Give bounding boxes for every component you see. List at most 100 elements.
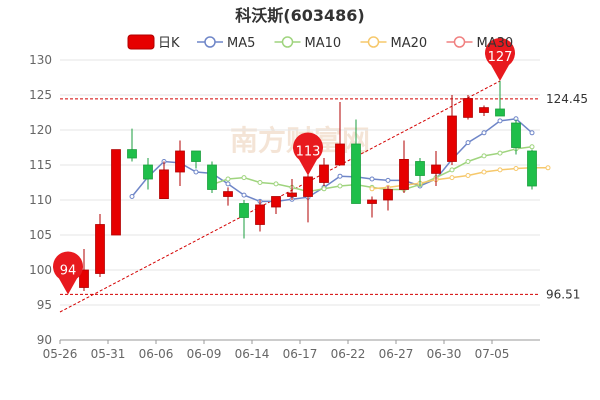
axes: 90 95 100 105 110 115 120 125 130 05-26 05-31 06-06… xyxy=(29,53,540,361)
price-marker: 113 xyxy=(293,132,324,176)
candle xyxy=(191,150,201,169)
x-tick-label: 07-05 xyxy=(475,347,510,361)
candle-body xyxy=(159,169,169,199)
marker-label: 94 xyxy=(60,264,77,279)
candle-body xyxy=(415,161,425,176)
marker-pin xyxy=(53,251,84,295)
ma-point-ma10 xyxy=(241,175,247,181)
y-tick-label: 105 xyxy=(29,228,52,242)
candle xyxy=(447,95,457,165)
x-tick-label: 05-26 xyxy=(43,347,78,361)
candle xyxy=(159,161,169,199)
candle-body xyxy=(335,143,345,166)
y-tick-label: 95 xyxy=(37,298,52,312)
legend-item: MA5 xyxy=(197,36,255,51)
x-tick-label: 06-17 xyxy=(283,347,318,361)
candle-body xyxy=(479,107,489,113)
candle xyxy=(431,151,441,186)
candle xyxy=(351,119,361,204)
legend-label: MA5 xyxy=(227,36,255,51)
candle xyxy=(239,200,249,239)
candle-body xyxy=(431,164,441,174)
legend-candle-icon xyxy=(127,34,155,50)
candle-body xyxy=(463,98,473,118)
candle-body xyxy=(143,164,153,180)
ma-point-ma20 xyxy=(369,186,375,192)
candle-body xyxy=(351,143,361,204)
legend-dot-icon xyxy=(453,36,466,48)
candle-body xyxy=(303,176,313,197)
x-tick-label: 06-22 xyxy=(331,347,366,361)
marker-label: 127 xyxy=(488,50,513,65)
ma-point-ma10 xyxy=(321,186,327,192)
candle-body xyxy=(207,164,217,190)
candle-body xyxy=(287,192,297,197)
ma-point-ma5 xyxy=(225,181,231,187)
x-tick-label: 06-14 xyxy=(235,347,270,361)
legend-label: MA20 xyxy=(391,36,428,51)
ma-point-ma5 xyxy=(337,173,343,179)
hline-label: 124.45 xyxy=(546,92,588,106)
candle-body xyxy=(319,164,329,183)
candle-body xyxy=(255,204,265,225)
ma-point-ma10 xyxy=(529,144,535,150)
y-tick-label: 120 xyxy=(29,123,52,137)
candle xyxy=(303,172,313,223)
ma-point-ma10 xyxy=(465,159,471,164)
markers: 94 113 127 xyxy=(53,38,516,295)
candle-body xyxy=(447,115,457,162)
candle xyxy=(287,179,297,200)
candle-body xyxy=(399,158,409,190)
legend-dot-icon xyxy=(281,36,294,48)
y-tick-label: 125 xyxy=(29,88,52,102)
candle xyxy=(527,149,537,190)
hline-label: 96.51 xyxy=(546,287,580,301)
y-tick-label: 130 xyxy=(29,53,52,67)
y-tick-label: 115 xyxy=(29,158,52,172)
candle xyxy=(95,214,105,277)
ma-point-ma10 xyxy=(337,183,343,189)
candle-body xyxy=(175,150,185,173)
x-tick-label: 06-30 xyxy=(427,347,462,361)
marker-pin xyxy=(485,38,516,81)
ma-point-ma5 xyxy=(369,176,375,182)
candle xyxy=(175,140,185,186)
candle-body xyxy=(127,149,137,159)
candle xyxy=(143,158,153,190)
y-tick-label: 110 xyxy=(29,193,52,207)
candle-body xyxy=(95,224,105,274)
candle xyxy=(335,102,345,166)
x-tick-label: 06-09 xyxy=(187,347,222,361)
candles xyxy=(63,81,537,291)
ma-point-ma20 xyxy=(449,175,455,181)
ma-point-ma20 xyxy=(481,169,487,175)
candle xyxy=(207,161,217,193)
legend-label: MA10 xyxy=(305,36,342,51)
ma-point-ma5 xyxy=(529,130,535,136)
ma-point-ma5 xyxy=(385,177,391,183)
candle-body xyxy=(527,150,537,187)
candle xyxy=(511,119,521,155)
candle-body xyxy=(191,150,201,162)
legend-item: MA30 xyxy=(446,36,513,51)
candle xyxy=(271,196,281,214)
ma-point-ma5 xyxy=(481,130,487,136)
x-tick-label: 06-27 xyxy=(379,347,414,361)
ma-point-ma10 xyxy=(497,150,503,156)
price-marker: 127 xyxy=(485,38,516,81)
candle-body xyxy=(271,196,281,208)
ma-point-ma20 xyxy=(513,166,519,171)
annotations: 124.45 96.51 xyxy=(59,80,588,313)
candle xyxy=(223,187,233,206)
candle xyxy=(479,105,489,116)
legend-dot-icon xyxy=(204,36,216,48)
ma-point-ma10 xyxy=(225,176,231,182)
candle-body xyxy=(239,203,249,218)
y-tick-label: 90 xyxy=(37,333,52,347)
candle xyxy=(495,81,505,117)
trendline xyxy=(59,80,501,313)
candle-body xyxy=(511,122,521,148)
ma-point-ma20 xyxy=(497,167,503,173)
candle-body xyxy=(111,149,121,236)
